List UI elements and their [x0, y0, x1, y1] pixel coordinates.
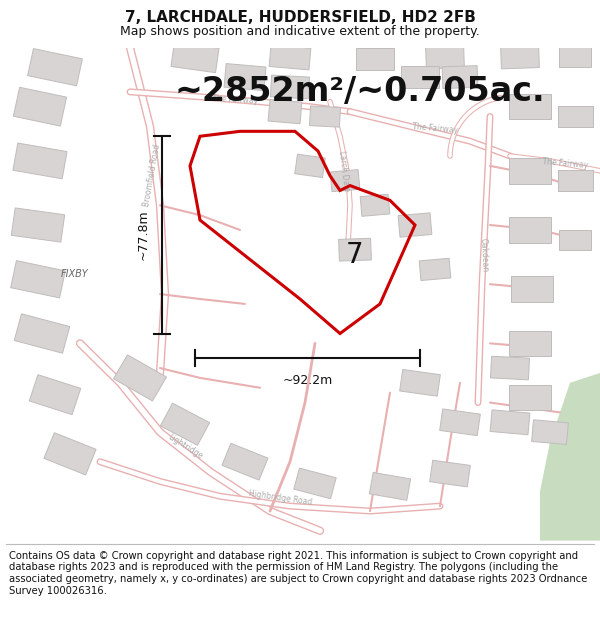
Text: Broomfield Road: Broomfield Road [142, 144, 162, 208]
Bar [330, 169, 360, 192]
Text: ~77.8m: ~77.8m [137, 209, 150, 260]
Text: The Fairway: The Fairway [212, 94, 258, 106]
Text: The Fairway: The Fairway [412, 122, 458, 135]
Text: Larch Dale: Larch Dale [337, 150, 351, 192]
Bar [224, 64, 266, 91]
Bar [271, 75, 310, 99]
Bar [360, 194, 390, 216]
Text: FIXBY: FIXBY [61, 269, 89, 279]
Bar [401, 66, 439, 88]
Bar [269, 45, 311, 70]
Bar [44, 432, 96, 475]
Bar [370, 472, 410, 501]
Bar [509, 385, 551, 411]
Text: 7, LARCHDALE, HUDDERSFIELD, HD2 2FB: 7, LARCHDALE, HUDDERSFIELD, HD2 2FB [125, 9, 475, 24]
Text: Highbridge Road: Highbridge Road [248, 489, 313, 507]
Bar [509, 217, 551, 242]
Bar [268, 99, 302, 124]
Bar [490, 410, 530, 435]
Bar [557, 106, 593, 127]
Text: Contains OS data © Crown copyright and database right 2021. This information is : Contains OS data © Crown copyright and d… [9, 551, 587, 596]
Bar [14, 314, 70, 353]
Bar [398, 213, 432, 238]
Bar [294, 468, 336, 499]
Bar [295, 154, 325, 178]
Bar [11, 208, 65, 242]
Bar [28, 49, 82, 86]
Bar [113, 355, 166, 401]
Bar [13, 143, 67, 179]
Bar [356, 49, 394, 70]
Bar [425, 46, 464, 69]
Bar [222, 443, 268, 480]
Bar [442, 66, 478, 89]
Bar [400, 369, 440, 396]
Bar [559, 48, 591, 68]
Text: The Fairway: The Fairway [542, 158, 588, 171]
Bar [509, 331, 551, 356]
Bar [509, 158, 551, 184]
Bar [509, 94, 551, 119]
Bar [511, 276, 553, 302]
Text: Lightridge: Lightridge [166, 432, 204, 461]
Bar [160, 403, 209, 445]
Text: Oakdean: Oakdean [479, 238, 490, 272]
Polygon shape [540, 373, 600, 541]
Bar [338, 238, 371, 261]
Text: Map shows position and indicative extent of the property.: Map shows position and indicative extent… [120, 25, 480, 38]
Text: ~2852m²/~0.705ac.: ~2852m²/~0.705ac. [175, 75, 545, 108]
Bar [559, 230, 591, 249]
Bar [11, 261, 65, 298]
Bar [440, 409, 481, 436]
Bar [500, 46, 539, 69]
Bar [419, 258, 451, 281]
Bar [557, 170, 593, 191]
Bar [430, 460, 470, 487]
Bar [13, 88, 67, 126]
Text: ~92.2m: ~92.2m [283, 374, 332, 387]
Bar [310, 106, 341, 127]
Bar [29, 374, 81, 414]
Bar [490, 356, 530, 380]
Bar [532, 420, 568, 444]
Text: 7: 7 [346, 241, 364, 269]
Bar [171, 42, 219, 72]
